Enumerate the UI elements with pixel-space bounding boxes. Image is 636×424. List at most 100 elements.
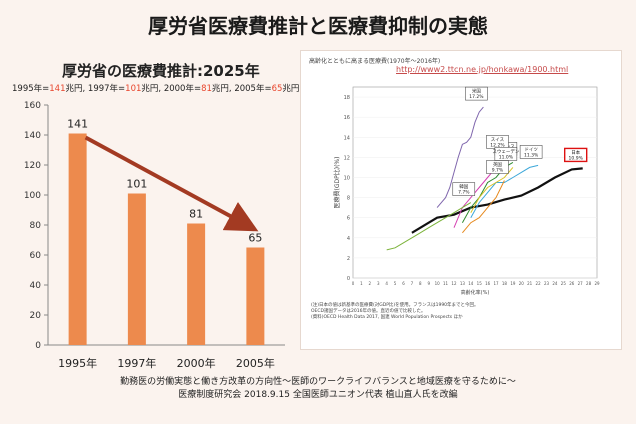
legend-2005-prefix: 2005年= xyxy=(234,84,272,94)
series-line-韓国 xyxy=(386,202,472,251)
x-tick-label: 2000年 xyxy=(177,356,216,370)
x-tick-label: 22 xyxy=(536,281,542,286)
series-label-box xyxy=(519,145,543,159)
bar-1995年 xyxy=(68,133,87,345)
y-tick-label: 8 xyxy=(347,196,350,202)
source-url-link[interactable]: http://www2.ttcn.ne.jp/honkawa/1900.html xyxy=(396,65,569,74)
y-tick-label: 40 xyxy=(30,281,42,291)
legend-2005-suffix: 兆円 xyxy=(282,84,300,94)
trend-arrow xyxy=(84,135,259,232)
data-label: 141 xyxy=(67,118,88,131)
series-label: スウェーデン xyxy=(492,148,519,155)
y-tick-label: 160 xyxy=(24,101,41,111)
y-tick-label: 10 xyxy=(344,175,350,181)
y-tick-label: 12 xyxy=(344,155,350,161)
x-tick-label: 24 xyxy=(552,281,558,286)
series-label: スイス xyxy=(491,137,505,143)
y-axis-label: 医療費(GDP比)(%) xyxy=(333,157,341,209)
legend-1997-prefix: 1997年= xyxy=(87,84,126,94)
x-tick-label: 27 xyxy=(578,281,584,286)
note-line: (注)日本の値は新基準の医療費(対GDP比)を使用。フランスは1990年までと今… xyxy=(311,303,479,308)
data-label: 81 xyxy=(189,208,203,221)
legend-2000-value: 81 xyxy=(201,84,212,94)
footer-citation: 勤務医の労働実態と働き方改革の方向性〜医師のワークライフバランスと地域医療を守る… xyxy=(0,376,636,402)
series-label-value: 9.7% xyxy=(492,167,504,173)
y-tick-label: 60 xyxy=(30,251,42,261)
x-tick-label: 28 xyxy=(586,281,592,286)
note-line: (資料)OECD Health Data 2017, 国連 World Popu… xyxy=(311,315,463,320)
x-tick-label: 29 xyxy=(594,281,600,286)
x-tick-label: 3 xyxy=(377,281,380,286)
series-label-value: 11.0% xyxy=(499,154,514,160)
x-tick-label: 8 xyxy=(419,281,422,286)
y-tick-label: 2 xyxy=(347,256,350,262)
x-tick-label: 2005年 xyxy=(236,356,275,370)
x-tick-label: 4 xyxy=(385,281,388,286)
x-tick-label: 9 xyxy=(427,281,430,286)
line-chart-notes: (注)日本の値は新基準の医療費(対GDP比)を使用。フランスは1990年までと今… xyxy=(311,303,611,321)
series-label-box xyxy=(494,147,518,161)
x-tick-label: 6 xyxy=(402,281,405,286)
bar-chart-legend: 1995年=141兆円, 1997年=101兆円, 2000年=81兆円, 20… xyxy=(12,82,299,94)
series-label: 韓国 xyxy=(459,183,468,190)
line-chart-panel: 高齢化とともに高まる医療費(1970年〜2016年) http://www2.t… xyxy=(300,50,622,350)
x-axis-label: 高齢化率(%) xyxy=(461,289,490,296)
series-label: 英国 xyxy=(493,161,502,168)
x-tick-label: 12 xyxy=(451,281,457,286)
line-chart-title: 高齢化とともに高まる医療費(1970年〜2016年) xyxy=(309,58,441,65)
x-tick-label: 1995年 xyxy=(58,356,97,370)
x-tick-label: 20 xyxy=(519,281,525,286)
data-label: 101 xyxy=(126,178,147,191)
series-label-value: 11.3% xyxy=(524,152,539,158)
note-line: OECD諸国データは2016年の値。直近の値で比較した。 xyxy=(311,309,426,314)
bar-2000年 xyxy=(187,223,206,345)
x-tick-label: 14 xyxy=(468,281,474,286)
bar-chart-subtitle: 厚労省の医療費推計:2025年 xyxy=(62,62,260,80)
series-line-日本 xyxy=(411,167,583,234)
legend-2000-prefix: 2000年= xyxy=(163,84,202,94)
y-tick-label: 4 xyxy=(347,236,350,242)
series-line-英国 xyxy=(462,180,505,234)
legend-2000-suffix: 兆円, xyxy=(211,84,235,94)
series-label-box xyxy=(452,182,476,196)
series-label-value: 12.2% xyxy=(490,142,505,148)
series-label: 米国 xyxy=(472,88,481,95)
series-line-ドイツ xyxy=(470,164,539,218)
y-tick-label: 80 xyxy=(30,221,42,231)
x-tick-label: 25 xyxy=(561,281,567,286)
x-tick-label: 15 xyxy=(477,281,483,286)
x-tick-label: 2 xyxy=(369,281,372,286)
x-tick-label: 0 xyxy=(352,281,355,286)
y-tick-label: 120 xyxy=(24,161,41,171)
y-tick-label: 140 xyxy=(24,131,41,141)
x-tick-label: 19 xyxy=(510,281,516,286)
series-label-value: 17.2% xyxy=(469,94,484,100)
y-tick-label: 0 xyxy=(347,276,350,282)
bar-2005年 xyxy=(246,247,265,345)
y-tick-label: 18 xyxy=(344,95,350,101)
x-tick-label: 26 xyxy=(569,281,575,286)
legend-1997-suffix: 兆円, xyxy=(141,84,164,94)
x-tick-label: 11 xyxy=(443,281,449,286)
legend-2005-value: 65 xyxy=(271,84,283,94)
y-tick-label: 14 xyxy=(344,135,350,141)
series-label: 日本 xyxy=(571,149,580,156)
x-tick-label: 7 xyxy=(411,281,414,286)
y-tick-label: 16 xyxy=(344,115,350,121)
series-label-box xyxy=(465,86,488,101)
legend-1995-prefix: 1995年= xyxy=(12,84,50,94)
legend-1995-value: 141 xyxy=(49,84,66,94)
x-tick-label: 1 xyxy=(360,281,363,286)
x-tick-label: 17 xyxy=(493,281,499,286)
y-tick-label: 0 xyxy=(35,341,41,351)
y-tick-label: 6 xyxy=(347,216,350,222)
x-tick-label: 18 xyxy=(502,281,508,286)
footer-line-2: 医療制度研究会 2018.9.15 全国医師ユニオン代表 植山直人氏を改編 xyxy=(178,390,458,400)
bar-chart: 0 20 40 60 80 100 120 140 160 141 1995年 101 1997年 81 2… xyxy=(24,101,285,370)
legend-1997-value: 101 xyxy=(125,84,142,94)
series-line-スウェーデン xyxy=(470,167,514,213)
series-label: ドイツ xyxy=(524,148,538,153)
data-label: 65 xyxy=(248,232,262,245)
y-tick-label: 20 xyxy=(30,311,42,321)
